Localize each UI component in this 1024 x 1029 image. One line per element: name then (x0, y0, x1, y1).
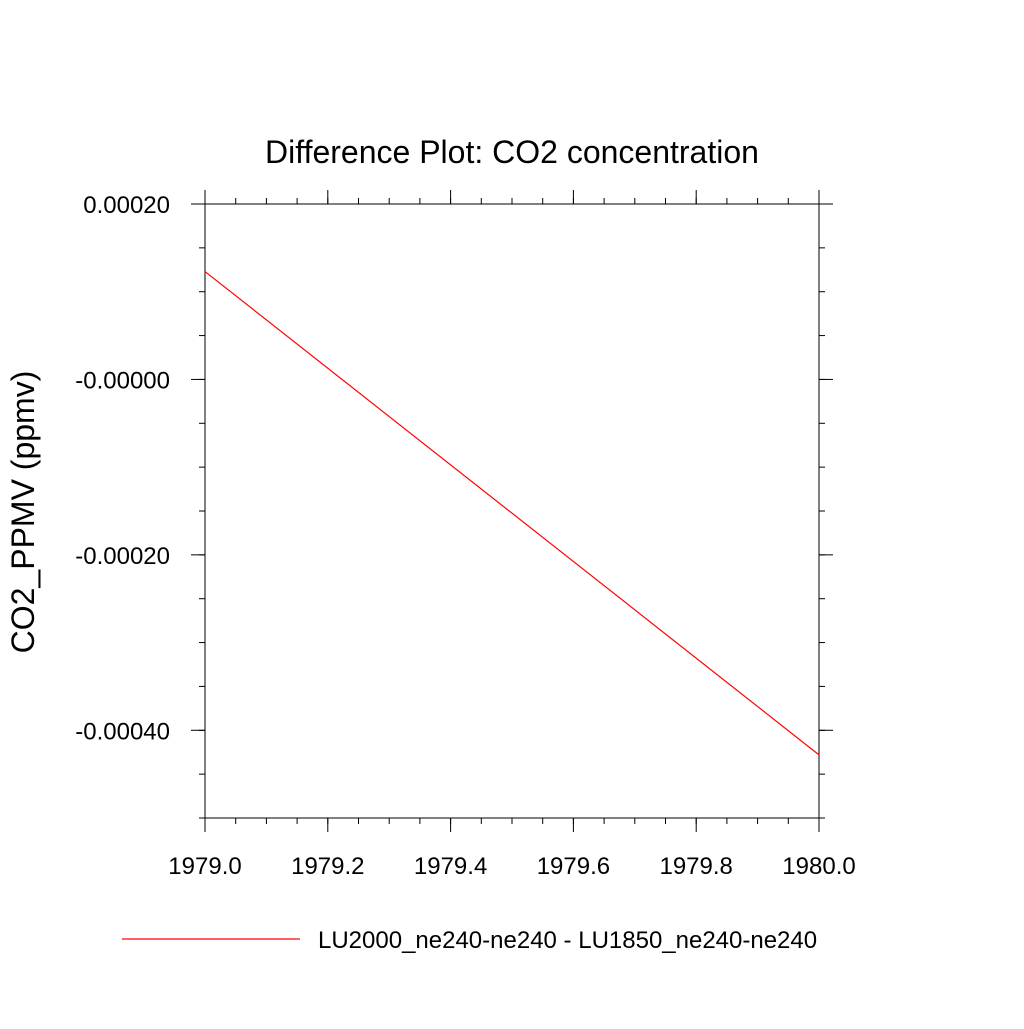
x-tick-label: 1979.2 (291, 853, 364, 880)
x-tick-label: 1979.8 (659, 853, 732, 880)
x-tick-label: 1979.0 (168, 853, 241, 880)
axes: 1979.0 1979.2 1979.4 1979.6 1979.8 1980.0 0.00… (75, 190, 856, 880)
series-layer (204, 271, 820, 756)
legend: LU2000_ne240-ne240 - LU1850_ne240-ne240 (122, 927, 817, 954)
y-axis-label: CO2_PPMV (ppmv) (5, 371, 41, 654)
y-tick-label: -0.00000 (75, 367, 170, 394)
x-tick-label: 1979.4 (414, 853, 487, 880)
y-tick-label: 0.00020 (83, 192, 170, 219)
chart-title: Difference Plot: CO2 concentration (265, 134, 759, 170)
x-tick-label: 1980.0 (782, 853, 855, 880)
series-line (204, 271, 820, 756)
x-tick-label: 1979.6 (537, 853, 610, 880)
legend-label: LU2000_ne240-ne240 - LU1850_ne240-ne240 (318, 927, 817, 954)
y-tick-label: -0.00040 (75, 718, 170, 745)
y-tick-label: -0.00020 (75, 543, 170, 570)
plot-frame (204, 203, 820, 819)
